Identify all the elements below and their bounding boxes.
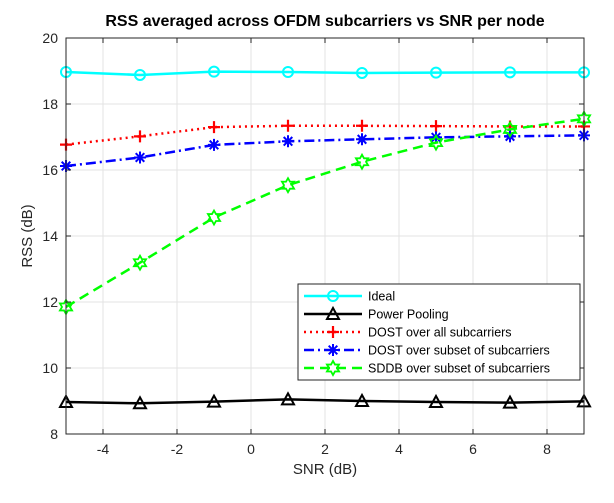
data-point [354,152,370,171]
y-tick-label: 14 [42,228,58,244]
legend-label: Ideal [368,290,395,304]
data-point [356,133,368,146]
series-1 [58,391,592,410]
legend-label: Power Pooling [368,308,449,322]
legend-box [297,283,581,381]
legend-entry: Power Pooling [304,305,449,322]
x-tick-label: 4 [395,441,403,457]
data-point [354,392,370,407]
data-point [282,135,294,148]
data-point [280,176,296,195]
data-point [208,121,220,134]
data-point [134,68,146,81]
data-point [430,66,442,79]
data-point [430,120,442,133]
legend-marker [327,326,339,338]
x-tick-label: 8 [543,441,551,457]
x-tick-label: 0 [247,441,255,457]
data-point [132,253,148,272]
legend-label: DOST over all subcarriers [368,326,512,340]
tick-layer: -4 -2 0 2 4 6 8 8 10 12 14 16 18 20 [42,30,584,457]
series-line [65,124,584,146]
data-point [282,119,294,132]
legend-entry: DOST over subset of subcarriers [304,344,550,358]
x-axis-label: SNR (dB) [293,461,357,478]
data-point [502,120,518,139]
data-point [356,119,368,132]
y-tick-label: 20 [42,30,58,46]
data-point [206,393,222,408]
data-point [502,394,518,409]
series-layer [58,65,592,410]
legend-label: DOST over subset of subcarriers [368,344,550,358]
data-point [208,65,220,78]
series-line [65,134,585,168]
data-point [428,393,444,408]
y-tick-label: 12 [42,294,58,310]
y-axis-label: RSS (dB) [19,204,36,267]
legend-entry: Ideal [304,290,395,304]
data-point [280,391,296,406]
chart-title: RSS averaged across OFDM subcarriers vs … [105,13,544,30]
legend-entry: SDDB over subset of subcarriers [304,359,550,377]
data-point [132,395,148,410]
data-point [206,208,222,227]
legend-marker [327,290,339,302]
series-line [65,117,585,309]
legend: Ideal Power Pooling DOST over all subcarri… [297,283,581,381]
x-tick-label: -4 [97,441,110,457]
series-line [65,70,584,77]
data-point [208,138,220,151]
data-point [282,65,294,78]
y-tick-label: 10 [42,360,58,376]
y-tick-label: 18 [42,96,58,112]
legend-marker [325,359,341,377]
x-tick-label: 6 [469,441,477,457]
data-point [356,66,368,79]
x-tick-label: 2 [321,441,329,457]
legend-marker [327,344,339,356]
legend-label: SDDB over subset of subcarriers [368,362,550,376]
series-line [65,398,585,405]
data-point [134,151,146,164]
data-point [134,130,146,143]
data-point [504,66,516,79]
legend-entry: DOST over all subcarriers [304,326,512,340]
legend-marker [325,305,341,320]
y-tick-label: 8 [50,426,58,442]
data-point [428,133,444,152]
y-tick-label: 16 [42,162,58,178]
x-tick-label: -2 [171,441,184,457]
